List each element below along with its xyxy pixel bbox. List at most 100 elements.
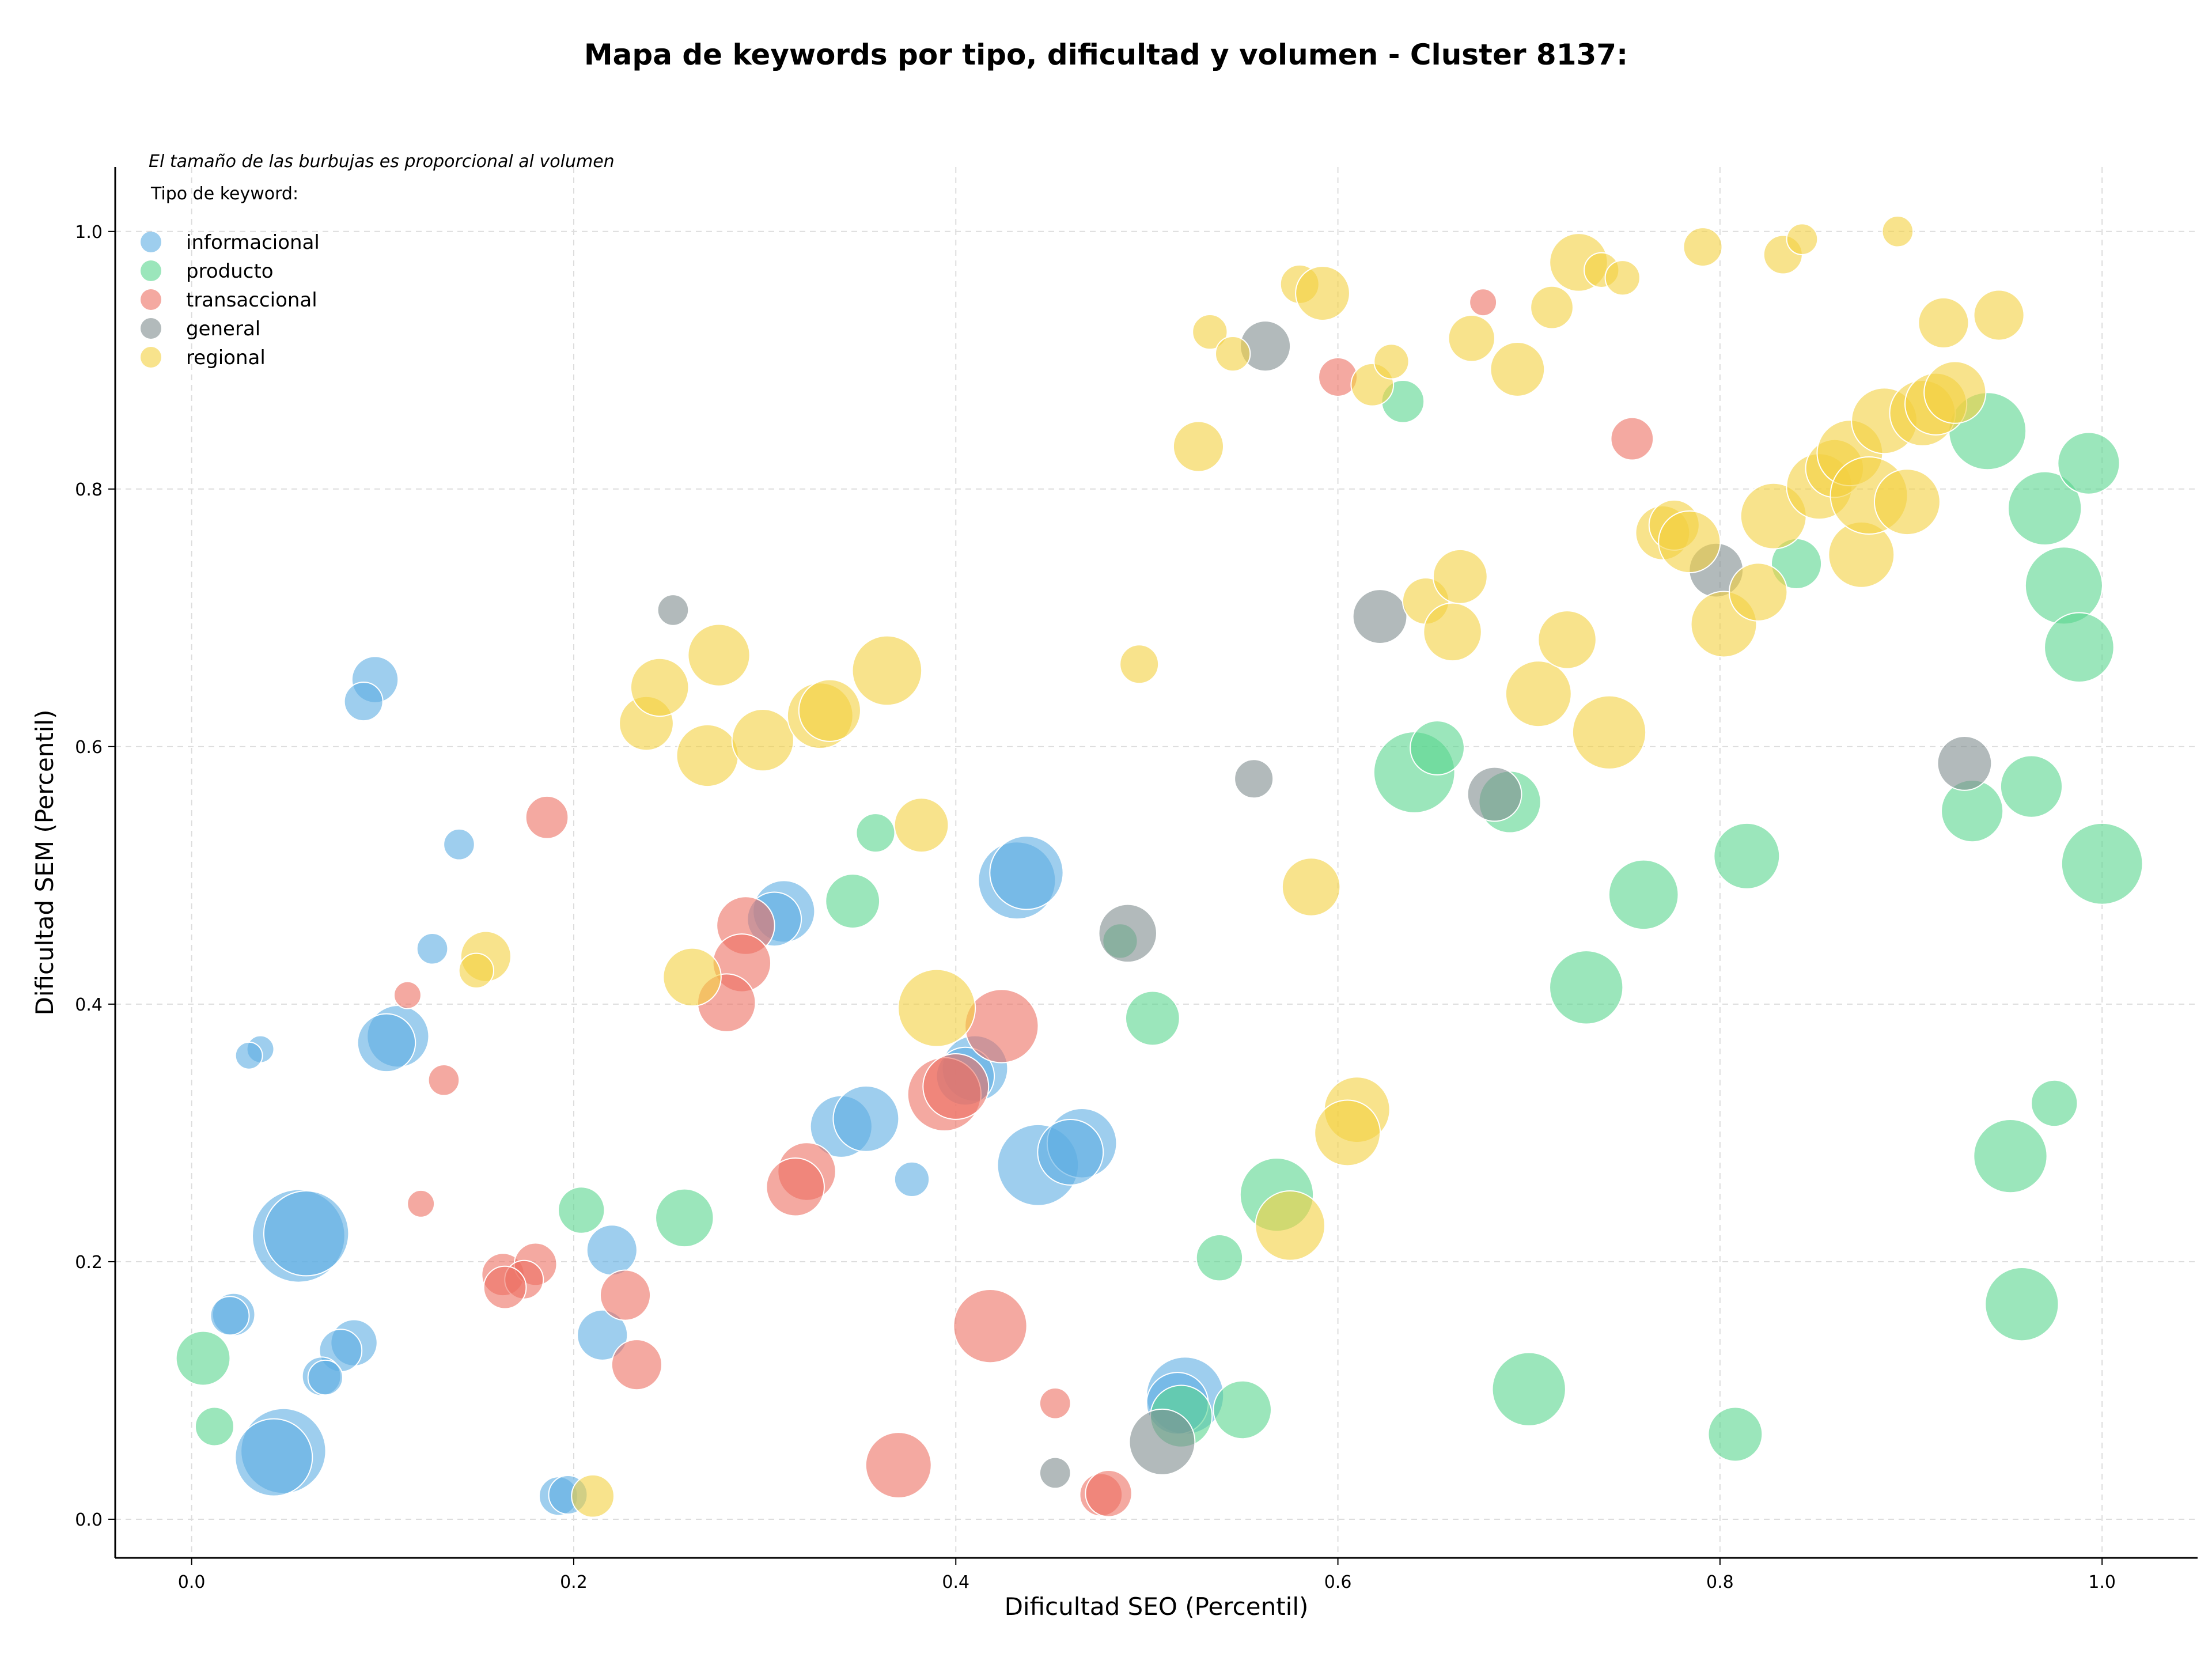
y-tick-label: 0.2 — [75, 1253, 103, 1273]
bubble-point — [1984, 1267, 2059, 1342]
series-producto — [175, 379, 2143, 1462]
bubble-point — [558, 1186, 605, 1234]
bubble-point — [825, 873, 881, 929]
bubble-point — [1448, 315, 1495, 362]
x-tick-label: 0.0 — [178, 1572, 206, 1592]
bubble-point — [343, 682, 384, 722]
legend-label: informacional — [186, 231, 320, 254]
bubble-point — [1537, 610, 1597, 669]
bubble-point — [893, 1161, 930, 1198]
legend-title: Tipo de keyword: — [150, 184, 298, 204]
bubble-point — [662, 947, 722, 1007]
bubble-point — [525, 795, 569, 839]
y-tick-label: 0.8 — [75, 480, 103, 500]
bubble-point — [731, 709, 794, 772]
bubble-point — [832, 1085, 900, 1152]
x-axis-label: Dificultad SEO (Percentil) — [1005, 1592, 1309, 1621]
bubble-point — [210, 1296, 250, 1336]
x-tick-label: 0.8 — [1706, 1572, 1734, 1592]
size-note: El tamaño de las burbujas es proporciona… — [149, 152, 615, 172]
bubble-point — [1423, 602, 1482, 662]
x-tick-label: 1.0 — [2088, 1572, 2116, 1592]
legend-label: general — [186, 317, 260, 340]
bubble-point — [1085, 1470, 1132, 1518]
legend-label: transaccional — [186, 289, 317, 312]
bubble-point — [1549, 950, 1624, 1025]
bubble-point — [1918, 297, 1969, 349]
grid-lines — [115, 167, 2198, 1558]
bubble-point — [1683, 227, 1723, 267]
y-tick-label: 0.0 — [75, 1510, 103, 1530]
bubble-point — [897, 968, 976, 1047]
bubble-point — [1973, 289, 2025, 341]
bubble-point — [855, 813, 896, 853]
bubble-point — [2008, 471, 2082, 546]
bubble-point — [407, 1189, 435, 1218]
bubble-point — [427, 1064, 460, 1096]
bubble-point — [1728, 562, 1788, 622]
bubble-point — [953, 1289, 1028, 1364]
bubble-point — [1314, 1099, 1381, 1167]
axes — [114, 167, 2198, 1559]
legend-marker — [141, 318, 161, 339]
legend-item-regional: regional — [141, 346, 266, 369]
bubble-point — [922, 1053, 990, 1120]
bubble-point — [989, 835, 1064, 910]
y-tick-label: 0.4 — [75, 995, 103, 1015]
bubble-point — [586, 1224, 638, 1276]
bubble-point — [676, 724, 739, 788]
series-transaccional — [393, 288, 1654, 1518]
bubble-point — [1352, 589, 1408, 644]
bubble-point — [483, 1265, 527, 1310]
bubble-point — [194, 1406, 234, 1447]
bubble-point — [1215, 335, 1251, 372]
bubble-point — [964, 989, 1039, 1064]
bubble-point — [1039, 1387, 1071, 1420]
bubble-point — [416, 932, 449, 965]
bubble-point — [234, 1418, 313, 1497]
bubble-point — [657, 594, 690, 626]
legend-marker — [141, 347, 161, 368]
bubble-point — [1172, 421, 1225, 472]
legend-label: producto — [186, 260, 274, 283]
bubble-point — [1873, 468, 1941, 536]
bubble-point — [1195, 1234, 1244, 1282]
bubble-point — [175, 1330, 231, 1386]
bubble-point — [1281, 857, 1341, 917]
bubble-point — [571, 1474, 615, 1518]
bubble-point — [1937, 735, 1993, 791]
bubble-point — [851, 635, 923, 706]
bubble-point — [1658, 510, 1721, 574]
bubble-point — [307, 1359, 343, 1396]
bubble-point — [1881, 215, 1914, 248]
bubble-point — [1973, 1118, 2048, 1194]
legend-item-producto: producto — [141, 260, 274, 283]
bubble-point — [1432, 548, 1488, 604]
y-tick-label: 1.0 — [75, 222, 103, 243]
legend-item-transaccional: transaccional — [141, 289, 317, 312]
bubble-point — [2061, 822, 2143, 905]
series-regional — [458, 215, 2025, 1518]
bubble-point — [234, 1041, 263, 1070]
bubble-point — [1098, 903, 1158, 963]
bubble-point — [1467, 766, 1522, 822]
bubble-point — [766, 1157, 825, 1217]
bubble-point — [1213, 1380, 1272, 1440]
bubble-point — [687, 623, 751, 687]
bubble-point — [1491, 1352, 1566, 1427]
bubble-point — [1234, 759, 1274, 799]
bubble-point — [1923, 361, 1987, 424]
bubble-points — [175, 215, 2143, 1518]
bubble-point — [1192, 313, 1228, 350]
bubble-point — [263, 1190, 350, 1277]
y-axis-label: Dificultad SEM (Percentil) — [31, 710, 59, 1016]
bubble-point — [2031, 1079, 2078, 1127]
chart-title: Mapa de keywords por tipo, dificultad y … — [584, 38, 1628, 71]
bubble-point — [1786, 223, 1819, 255]
bubble-point — [1608, 859, 1679, 930]
bubble-point — [2057, 432, 2120, 495]
x-tick-label: 0.4 — [942, 1572, 969, 1592]
bubble-point — [2044, 612, 2115, 683]
bubble-point — [1469, 288, 1498, 317]
